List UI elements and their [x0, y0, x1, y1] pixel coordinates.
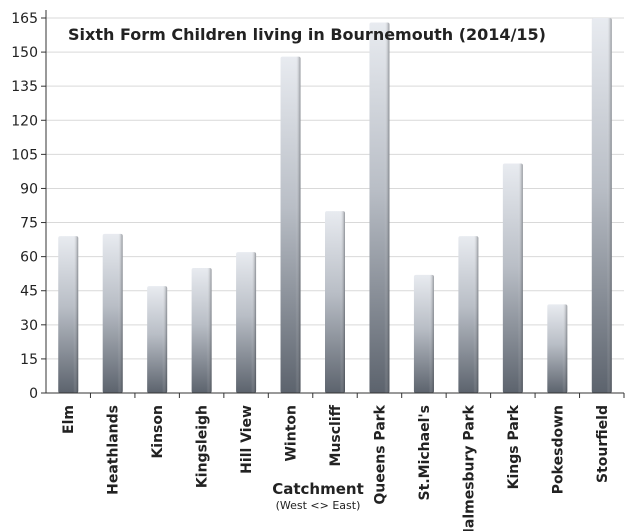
bar-12 [591, 18, 612, 393]
bar-6 [325, 211, 345, 393]
bar-shade [58, 236, 79, 393]
x-category-label: Kinson [150, 405, 166, 459]
y-tick-label: 75 [20, 216, 38, 232]
x-category-label: Hill View [239, 405, 255, 474]
bar-shade [325, 211, 345, 393]
y-tick-labels: 0 15 30 45 60 75 90 105 120 135 150 165 [11, 11, 38, 402]
bar-10 [502, 163, 523, 393]
x-axis-label: Catchment [272, 480, 364, 498]
bar-7 [369, 22, 390, 394]
x-category-labels: Elm Heathlands Kinson Kingsleigh Hill View Wi… [61, 404, 611, 531]
x-category-label: Queens Park [372, 404, 388, 504]
x-category-label: Pokesdown [550, 405, 566, 494]
bar-9 [458, 236, 479, 393]
x-category-label: Kings Park [506, 404, 522, 489]
bar-shade [502, 163, 523, 393]
bar-5 [280, 56, 301, 394]
y-tick-label: 30 [20, 318, 38, 334]
bar-shade [102, 233, 123, 393]
bar-1 [102, 233, 123, 393]
x-category-label: Winton [284, 405, 300, 462]
x-category-label: Elm [61, 405, 77, 434]
bar-shade [280, 56, 301, 394]
bar-shade [591, 18, 612, 393]
y-tick-label: 165 [11, 11, 38, 27]
bar-shade [191, 268, 212, 393]
bar-shade [413, 274, 434, 393]
x-category-label: Heathlands [106, 405, 122, 495]
bars [58, 18, 612, 394]
axes [41, 10, 625, 398]
x-category-label: Kingsleigh [195, 405, 211, 488]
y-tick-label: 0 [29, 386, 38, 402]
bar-shade [236, 252, 257, 393]
bar-2 [147, 286, 168, 393]
y-tick-label: 120 [11, 113, 38, 129]
y-tick-label: 105 [11, 147, 38, 163]
bar-4 [236, 252, 257, 393]
chart-title: Sixth Form Children living in Bournemout… [68, 25, 546, 44]
bar-shade [147, 286, 168, 393]
y-tick-label: 45 [20, 284, 38, 300]
y-tick-label: 15 [20, 352, 38, 368]
y-tick-label: 135 [11, 79, 38, 95]
x-category-label: St.Michael's [417, 405, 433, 500]
bar-8 [413, 274, 434, 393]
x-category-label: Stourfield [595, 405, 611, 483]
bar-3 [191, 268, 212, 393]
y-tick-label: 60 [20, 250, 38, 266]
bar-shade [547, 304, 568, 393]
x-category-label: Muscliff [328, 404, 344, 466]
y-tick-label: 90 [20, 181, 38, 197]
bar-11 [547, 304, 568, 393]
bar-shade [458, 236, 479, 393]
x-category-label: Malmesbury Park [461, 404, 477, 531]
y-tick-label: 150 [11, 45, 38, 61]
bar-shade [369, 22, 390, 394]
x-axis-sublabel: (West <> East) [276, 499, 361, 512]
bar-0 [58, 236, 79, 393]
